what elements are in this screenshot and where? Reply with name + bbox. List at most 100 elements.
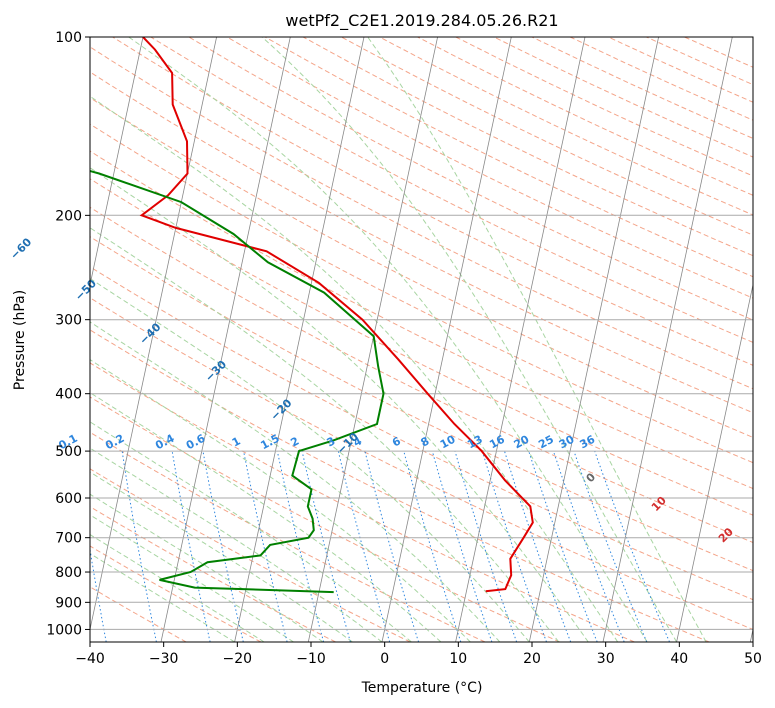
moist-adiabat	[367, 37, 707, 642]
moist-adiabat	[90, 552, 235, 642]
moist-adiabat	[90, 421, 412, 642]
dry-adiabat	[531, 37, 753, 139]
mixing-ratio-line	[403, 450, 462, 642]
dry-adiabat	[90, 468, 411, 642]
mixing-ratio-line	[337, 450, 391, 642]
mixing-ratio-label: 36	[578, 433, 598, 452]
y-tick-label: 800	[55, 565, 82, 581]
mixing-ratio-label: 13	[465, 433, 485, 452]
x-tick-label: −10	[296, 651, 326, 667]
mixing-ratio-line	[573, 450, 648, 642]
isotherm	[381, 37, 512, 642]
mixing-ratio-label: 8	[419, 434, 432, 449]
x-tick-label: 0	[380, 651, 389, 667]
y-tick-label: 700	[55, 531, 82, 547]
mixing-ratio-line	[552, 450, 625, 642]
isotherm	[455, 37, 586, 642]
y-tick-label: 100	[55, 30, 82, 46]
dry-adiabat	[90, 71, 753, 414]
profile-line	[139, 37, 534, 593]
dry-adiabat	[90, 396, 560, 642]
mixing-ratio-label: 2	[288, 434, 301, 449]
isotherm	[0, 37, 69, 642]
x-tick-label: 40	[670, 651, 688, 667]
x-axis-ticks: −40 −30 −20 −10 0 10 20 30 40 50	[75, 642, 762, 667]
mixing-ratio-label: 0.2	[103, 432, 126, 453]
moist-adiabat	[90, 277, 530, 642]
x-tick-label: −30	[149, 651, 179, 667]
y-tick-label: 300	[55, 313, 82, 329]
mixing-ratio-label: 1	[230, 434, 243, 449]
mixing-ratio-line	[481, 450, 547, 642]
dry-adiabat	[569, 37, 753, 121]
dry-adiabat	[90, 46, 753, 390]
dry-adiabat	[493, 37, 753, 158]
isotherm-label: −30	[203, 358, 230, 385]
moist-adiabat	[128, 37, 648, 642]
isotherm-label: 20	[716, 525, 736, 545]
x-tick-label: 50	[744, 651, 762, 667]
y-tick-label: 500	[55, 444, 82, 460]
isotherm-label: −60	[8, 235, 35, 262]
dry-adiabat	[417, 37, 753, 196]
mixing-ratio-line	[454, 450, 518, 642]
mixing-ratio-line	[171, 451, 211, 642]
x-axis-label: Temperature (°C)	[361, 680, 483, 696]
y-axis-ticks: 100 200 300 400 500 600 700 800 900 1000	[46, 30, 90, 638]
dry-adiabat	[90, 506, 336, 642]
dry-adiabat	[684, 37, 753, 68]
mixing-ratio-label: 30	[557, 433, 577, 452]
dry-adiabat	[90, 178, 753, 516]
mixing-ratio-line	[431, 450, 493, 642]
isotherm	[90, 37, 217, 632]
mixing-ratio-label: 10	[438, 433, 458, 452]
mixing-ratio-line	[121, 451, 157, 642]
moist-adiabat	[90, 493, 324, 642]
x-tick-label: −40	[75, 651, 105, 667]
dry-adiabat	[341, 37, 753, 236]
mixing-ratio-line	[202, 451, 244, 642]
isotherm	[160, 37, 291, 642]
mixing-ratio-label: 6	[390, 434, 403, 449]
mixing-ratio-line	[528, 450, 598, 642]
dry-adiabat	[90, 545, 262, 642]
moist-adiabat	[90, 471, 353, 642]
moist-adiabat	[90, 359, 471, 642]
y-tick-label: 600	[55, 491, 82, 507]
isotherm	[90, 37, 144, 287]
y-tick-label: 400	[55, 387, 82, 403]
dry-adiabat	[90, 97, 753, 438]
data-series	[90, 37, 534, 594]
line-labels: 0.10.20.40.611.52346810131620253036−100−…	[8, 235, 736, 545]
profile-line	[90, 169, 385, 594]
mixing-ratio-line	[243, 451, 288, 642]
mixing-ratio-label: 16	[487, 433, 507, 452]
dry-adiabat	[90, 329, 710, 642]
isotherm	[602, 37, 733, 642]
dry-adiabat	[90, 431, 486, 642]
grid-lines	[0, 37, 753, 642]
isotherm-label: −50	[73, 277, 100, 304]
moist-adiabat	[261, 37, 678, 642]
x-tick-label: −20	[223, 651, 253, 667]
chart-title: wetPf2_C2E1.2019.284.05.26.R21	[285, 11, 558, 31]
dry-adiabat	[90, 266, 753, 601]
isotherm	[234, 37, 365, 642]
isotherm	[676, 282, 753, 642]
moist-adiabat	[90, 227, 560, 642]
dry-adiabat	[112, 37, 753, 366]
y-tick-label: 900	[55, 595, 82, 611]
x-tick-label: 10	[449, 651, 467, 667]
mixing-ratio-line	[276, 450, 325, 642]
mixing-ratio-label: 25	[536, 433, 556, 452]
x-tick-label: 20	[523, 651, 541, 667]
moist-adiabat	[90, 167, 589, 642]
moist-adiabat	[90, 321, 501, 642]
mixing-ratio-line	[301, 450, 351, 642]
moist-adiabat	[90, 534, 265, 642]
isotherm	[528, 37, 659, 642]
mixing-ratio-label: 20	[512, 433, 532, 452]
isotherm-label: 10	[649, 494, 669, 514]
dry-adiabat	[646, 37, 753, 86]
